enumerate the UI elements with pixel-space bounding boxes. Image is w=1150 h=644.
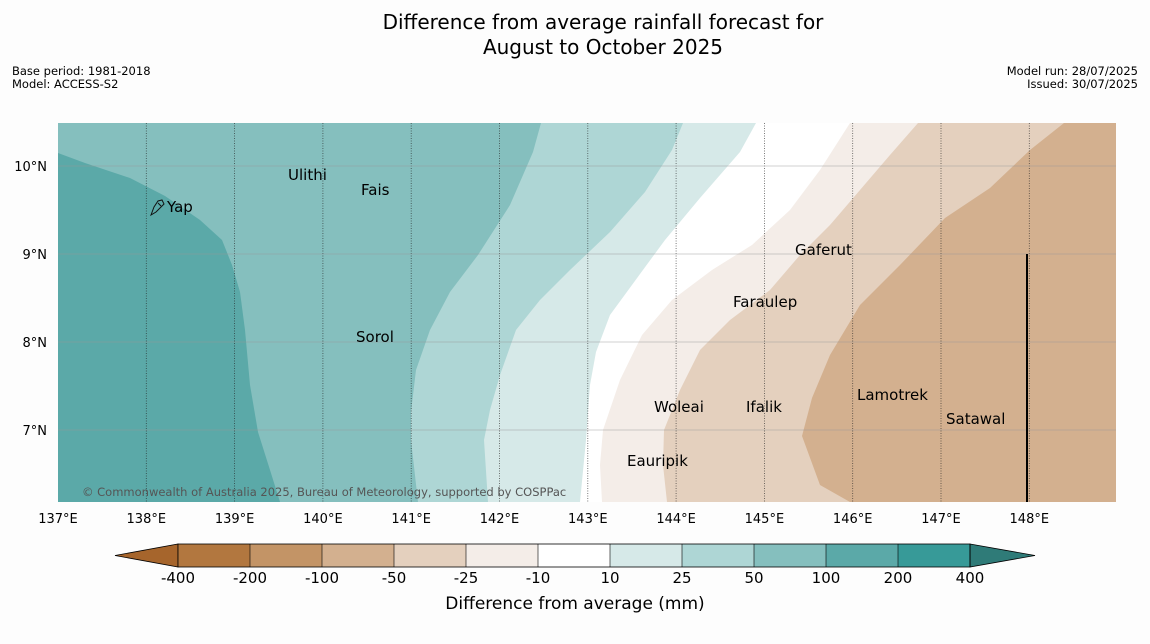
colorbar-segment — [394, 544, 466, 567]
longitude-tick-label: 138°E — [127, 512, 167, 527]
colorbar-tick-label: 200 — [884, 569, 913, 587]
longitude-tick-label: 141°E — [391, 512, 431, 527]
colorbar-tick-label: 25 — [672, 569, 691, 587]
colorbar-tick-label: -25 — [454, 569, 479, 587]
longitude-tick-labels: 137°E 138°E 139°E 140°E 141°E 142°E 143°E 144°E… — [38, 512, 1049, 527]
colorbar: -400 -200 -100 -50 -25 -10 10 25 50 100 200 400 — [114, 543, 1036, 587]
colorbar-tick-label: -400 — [161, 569, 195, 587]
yap-island-outline — [150, 199, 165, 217]
island-label-ulithi: Ulithi — [288, 166, 327, 184]
colorbar-segment — [826, 544, 898, 567]
latitude-tick-label: 8°N — [23, 336, 48, 351]
colorbar-segment — [250, 544, 322, 567]
island-label-woleai: Woleai — [654, 398, 704, 416]
meridian-lines — [145, 123, 1030, 502]
longitude-tick-label: 148°E — [1010, 512, 1050, 527]
longitude-tick-label: 144°E — [656, 512, 696, 527]
longitude-tick-label: 140°E — [303, 512, 343, 527]
latitude-tick-label: 9°N — [23, 248, 48, 263]
colorbar-tick-label: 10 — [600, 569, 619, 587]
colorbar-segment — [466, 544, 538, 567]
map-plot-area: Ulithi Fais Yap Gaferut Faraulep Sorol Lamotre… — [58, 123, 1116, 502]
island-labels: Ulithi Fais Yap Gaferut Faraulep Sorol Lamotre… — [166, 166, 1005, 470]
longitude-tick-label: 142°E — [480, 512, 520, 527]
island-label-yap: Yap — [166, 198, 193, 216]
island-label-lamotrek: Lamotrek — [857, 386, 928, 404]
colorbar-tick-label: 50 — [744, 569, 763, 587]
copyright-text: © Commonwealth of Australia 2025, Bureau… — [82, 485, 566, 499]
model-info: Base period: 1981-2018 Model: ACCESS-S2 — [12, 65, 151, 91]
model-name-text: Model: ACCESS-S2 — [12, 77, 119, 91]
colorbar-tick-label: -100 — [305, 569, 339, 587]
colorbar-tick-label: 100 — [812, 569, 841, 587]
band-100-200 — [58, 153, 280, 502]
map-title-line2: August to October 2025 — [482, 35, 724, 59]
longitude-tick-label: 146°E — [833, 512, 873, 527]
latitude-tick-label: 7°N — [23, 424, 48, 439]
map-title: Difference from average rainfall forecas… — [0, 10, 1150, 60]
island-label-fais: Fais — [361, 181, 390, 199]
base-period-text: Base period: 1981-2018 — [12, 64, 151, 78]
issue-info: Model run: 28/07/2025 Issued: 30/07/2025 — [1007, 65, 1138, 91]
colorbar-segment — [610, 544, 682, 567]
colorbar-tick-label: -10 — [526, 569, 551, 587]
latitude-tick-label: 10°N — [14, 160, 47, 175]
colorbar-tick-label: -200 — [233, 569, 267, 587]
colorbar-segment — [754, 544, 826, 567]
island-label-gaferut: Gaferut — [795, 241, 852, 259]
island-label-satawal: Satawal — [946, 410, 1005, 428]
island-label-sorol: Sorol — [356, 328, 394, 346]
longitude-tick-label: 147°E — [921, 512, 961, 527]
colorbar-tick-label: 400 — [956, 569, 985, 587]
map-title-line1: Difference from average rainfall forecas… — [382, 10, 824, 34]
latitude-tick-labels: 10°N 9°N 8°N 7°N — [14, 160, 47, 439]
colorbar-segment — [682, 544, 754, 567]
colorbar-segment — [898, 544, 970, 567]
colorbar-tick-label: -50 — [382, 569, 407, 587]
colorbar-title: Difference from average (mm) — [445, 594, 705, 614]
colorbar-segment — [538, 544, 610, 567]
longitude-tick-label: 139°E — [215, 512, 255, 527]
longitude-tick-label: 145°E — [745, 512, 785, 527]
island-label-ifalik: Ifalik — [746, 398, 782, 416]
longitude-tick-label: 143°E — [568, 512, 608, 527]
model-run-text: Model run: 28/07/2025 — [1006, 64, 1138, 78]
colorbar-extension-high — [969, 543, 1036, 568]
longitude-tick-label: 137°E — [38, 512, 78, 527]
colorbar-segment — [322, 544, 394, 567]
island-label-faraulep: Faraulep — [733, 293, 797, 311]
colorbar-segment — [178, 544, 250, 567]
colorbar-extension-low — [114, 543, 179, 568]
band-minus50-minus100 — [802, 123, 1116, 502]
issued-text: Issued: 30/07/2025 — [1027, 77, 1138, 91]
island-label-eauripik: Eauripik — [627, 452, 688, 470]
parallel-lines — [58, 165, 1116, 431]
